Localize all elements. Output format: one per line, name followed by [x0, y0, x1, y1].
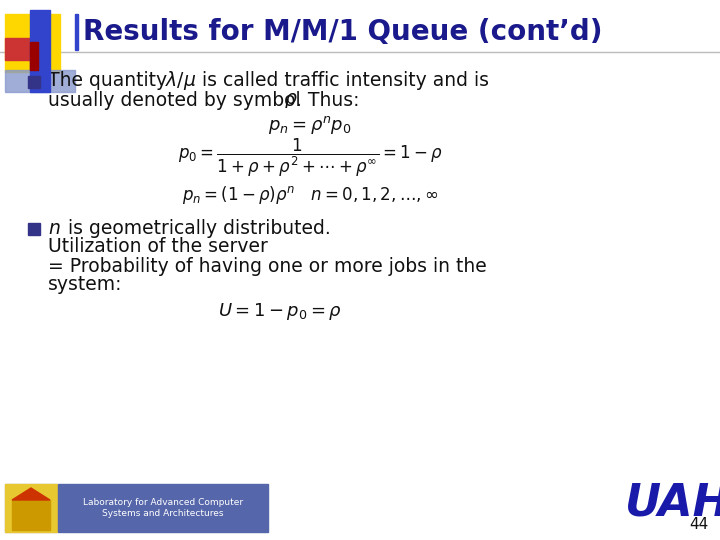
Bar — [28, 76, 40, 88]
Bar — [5, 484, 57, 532]
Text: $\rho$: $\rho$ — [284, 91, 297, 110]
Bar — [30, 42, 38, 70]
Polygon shape — [12, 488, 50, 500]
Text: Laboratory for Advanced Computer
Systems and Architectures: Laboratory for Advanced Computer Systems… — [83, 498, 243, 518]
Text: 44: 44 — [689, 517, 708, 532]
Text: is geometrically distributed.: is geometrically distributed. — [62, 219, 330, 238]
Text: $p_n = \rho^n p_0$: $p_n = \rho^n p_0$ — [269, 114, 351, 136]
Text: usually denoted by symbol: usually denoted by symbol — [48, 91, 307, 110]
Text: . Thus:: . Thus: — [296, 91, 359, 110]
Text: The quantity: The quantity — [48, 71, 173, 90]
Text: $U = 1 - p_0 = \rho$: $U = 1 - p_0 = \rho$ — [218, 301, 342, 322]
Bar — [28, 223, 40, 235]
Bar — [5, 70, 75, 92]
Text: is called traffic intensity and is: is called traffic intensity and is — [196, 71, 489, 90]
Text: = Probability of having one or more jobs in the: = Probability of having one or more jobs… — [48, 256, 487, 275]
Text: $p_n = (1-\rho)\rho^n \quad n = 0, 1, 2, \ldots, \infty$: $p_n = (1-\rho)\rho^n \quad n = 0, 1, 2,… — [182, 184, 438, 206]
Text: UAH: UAH — [625, 481, 720, 524]
Bar — [5, 484, 57, 532]
Bar — [5, 38, 43, 60]
Bar — [75, 14, 78, 50]
Bar — [5, 14, 60, 72]
Text: Utilization of the server: Utilization of the server — [48, 238, 268, 256]
Text: $\lambda/\mu$: $\lambda/\mu$ — [165, 69, 197, 91]
Text: $n$: $n$ — [48, 219, 60, 238]
Text: system:: system: — [48, 275, 122, 294]
Bar — [30, 10, 50, 92]
Text: Results for M/M/1 Queue (cont’d): Results for M/M/1 Queue (cont’d) — [83, 18, 603, 46]
Bar — [12, 500, 50, 530]
Bar — [58, 484, 268, 532]
Text: $p_0 = \dfrac{1}{1+\rho+\rho^2+\cdots+\rho^{\infty}} = 1-\rho$: $p_0 = \dfrac{1}{1+\rho+\rho^2+\cdots+\r… — [178, 137, 443, 179]
